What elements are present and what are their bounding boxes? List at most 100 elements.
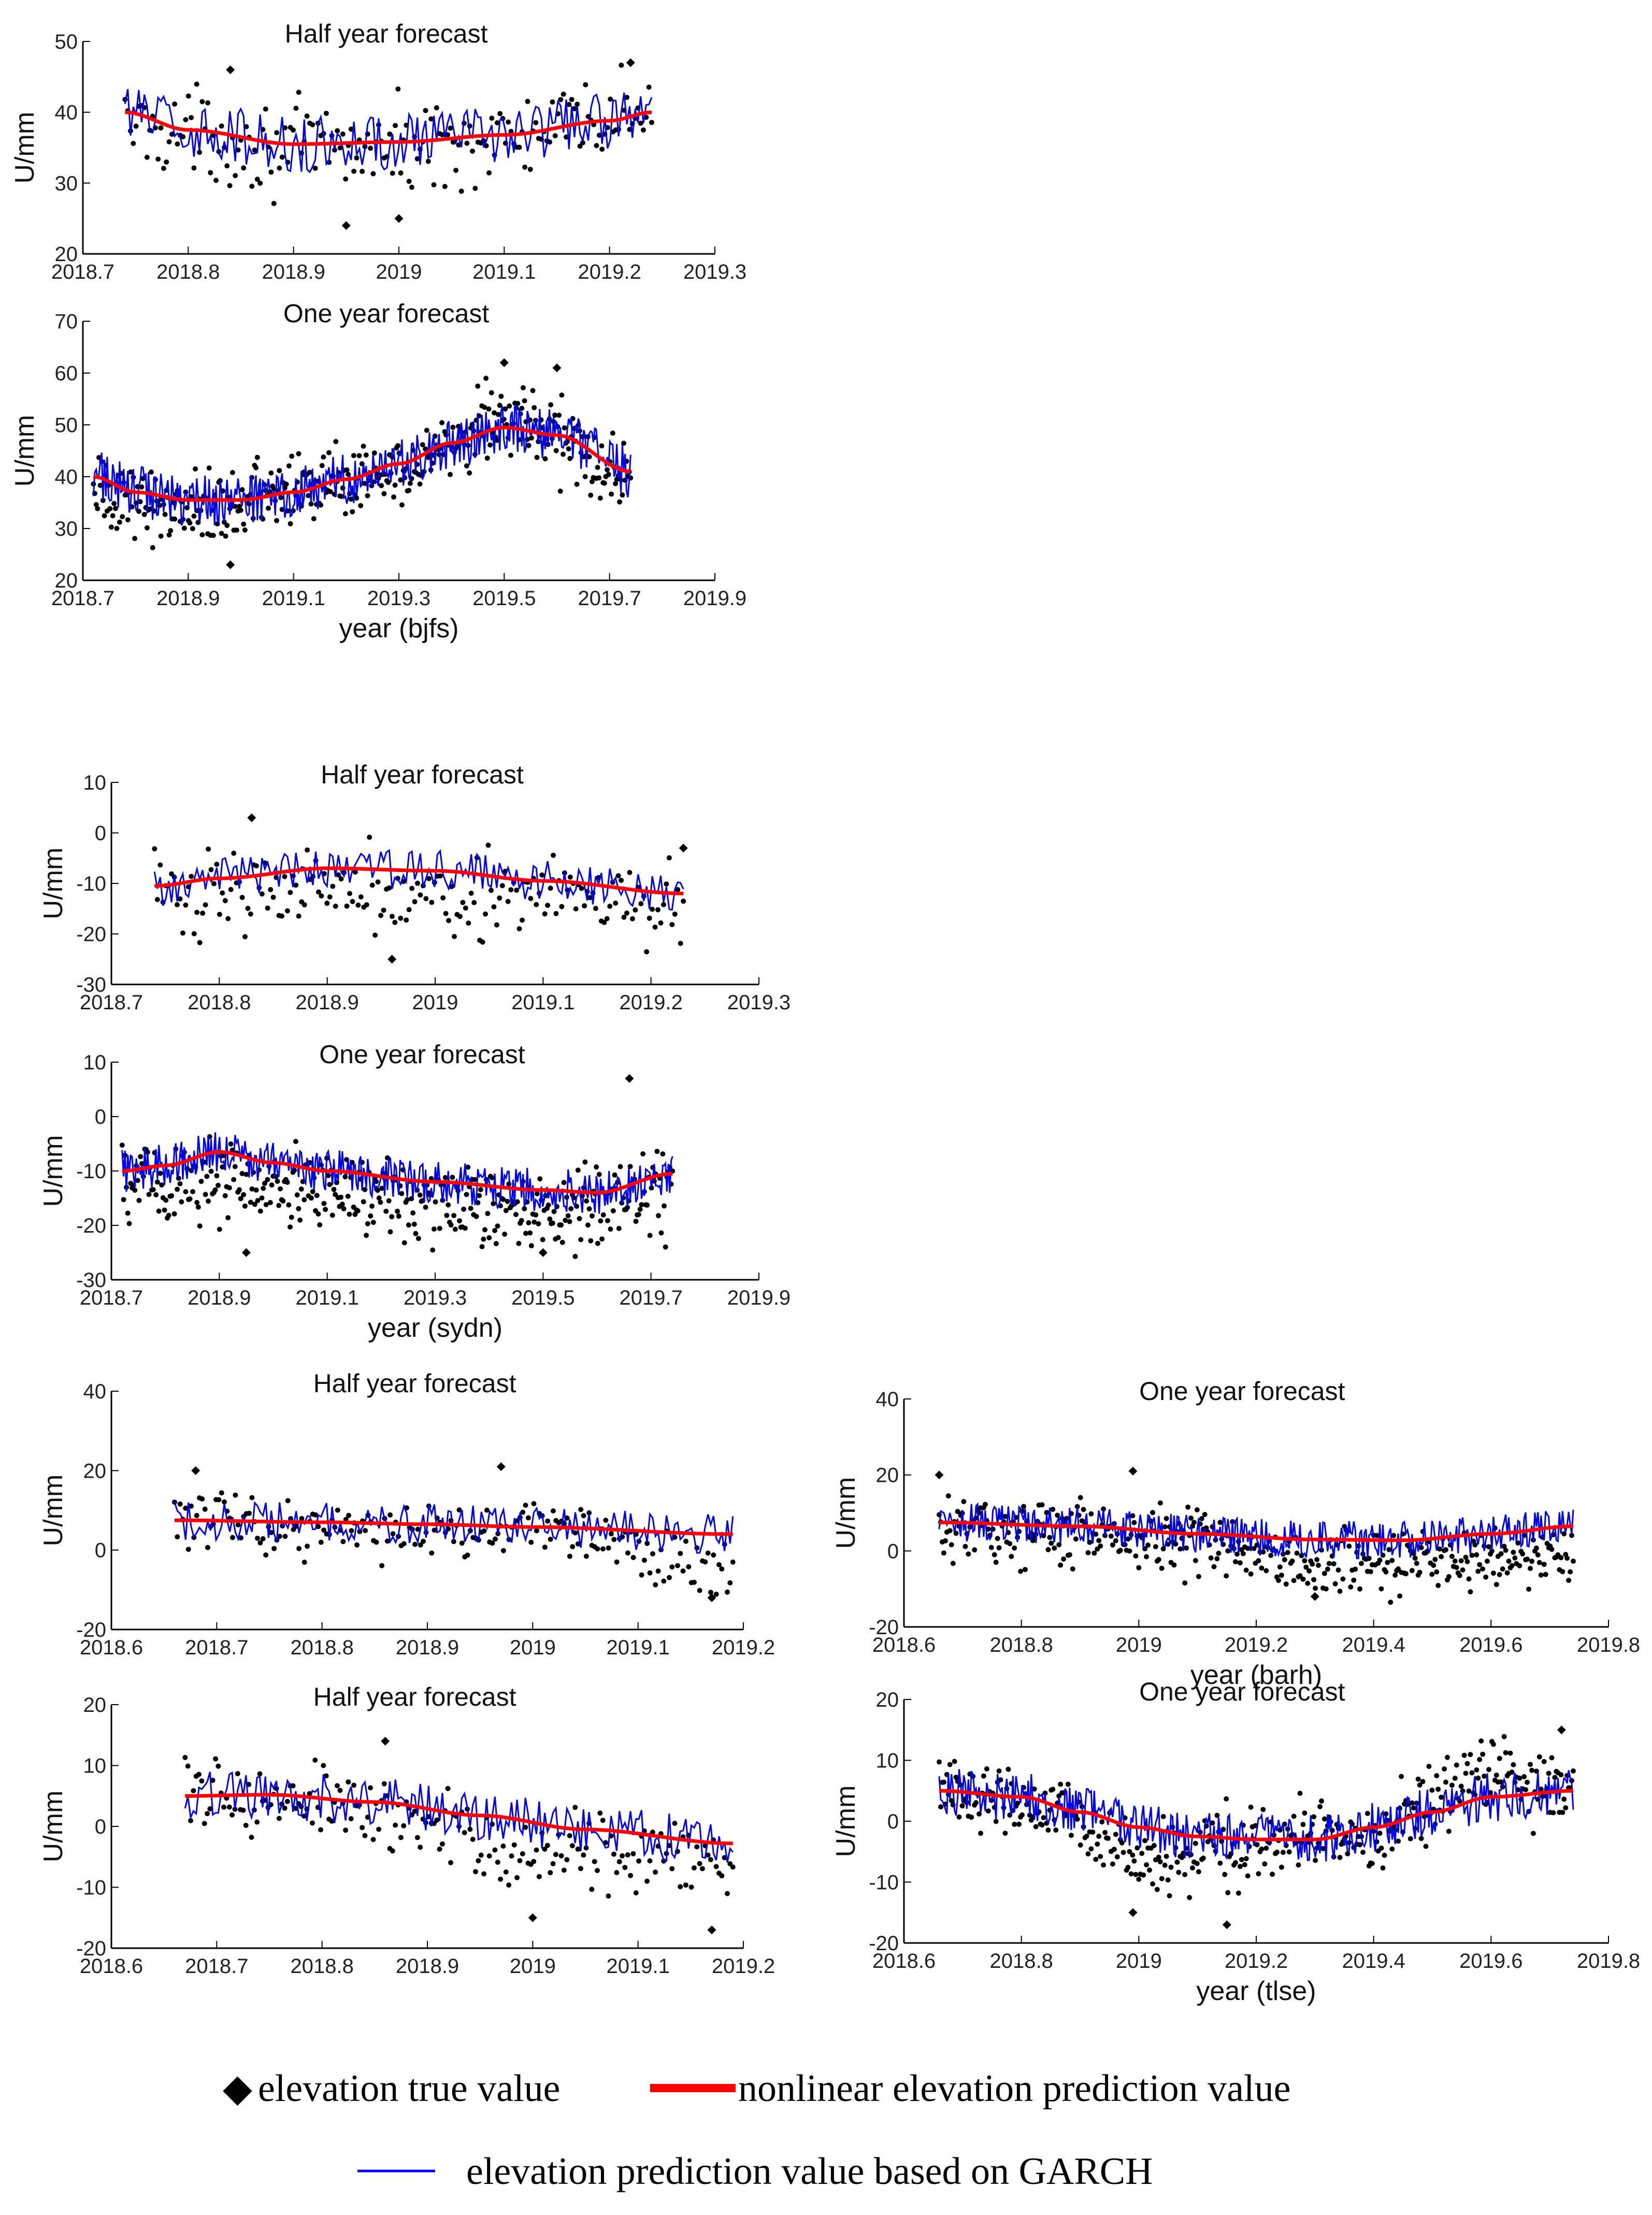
true-value-point: [559, 392, 565, 398]
true-value-point: [183, 902, 189, 908]
true-value-point: [565, 1213, 571, 1219]
y-axis-label: U/mm: [831, 1785, 861, 1857]
true-value-point: [191, 1788, 196, 1794]
true-value-point: [1449, 1553, 1455, 1559]
true-value-point: [1294, 1550, 1300, 1556]
true-value-point: [588, 1238, 594, 1244]
true-value-point: [619, 62, 624, 68]
true-value-point: [679, 844, 688, 853]
true-value-point: [489, 390, 494, 395]
true-value-point: [456, 423, 461, 429]
true-value-point: [577, 1216, 582, 1221]
true-value-point: [1480, 1751, 1486, 1757]
true-value-point: [598, 1218, 604, 1224]
true-value-point: [552, 412, 558, 418]
true-value-point: [727, 1580, 733, 1585]
y-tick-label: -30: [76, 974, 106, 996]
true-value-point: [274, 130, 280, 135]
true-value-point: [647, 1570, 653, 1576]
true-value-point: [1039, 1822, 1045, 1828]
true-value-point: [531, 405, 537, 410]
true-value-point: [205, 1811, 210, 1817]
true-value-point: [166, 139, 172, 145]
true-value-point: [978, 1831, 983, 1836]
true-value-point: [208, 170, 213, 176]
true-value-point: [1248, 1804, 1254, 1810]
true-value-point: [379, 483, 384, 489]
true-value-point: [1418, 1836, 1424, 1841]
true-value-point: [1536, 1754, 1542, 1760]
chart-sydn-one: 2018.7 2018.9 2019.1 2019.3 2019.5 2019.7 2019…: [38, 1040, 791, 1343]
true-value-point: [500, 1196, 506, 1202]
true-value-point: [1167, 1893, 1172, 1898]
true-value-point: [307, 469, 312, 475]
true-value-point: [368, 1785, 374, 1791]
true-value-point: [150, 1187, 156, 1193]
true-value-point: [199, 1778, 205, 1784]
true-value-point: [1543, 1571, 1548, 1577]
true-value-point: [496, 1462, 506, 1471]
true-value-point: [363, 452, 369, 458]
true-value-point: [257, 180, 263, 186]
true-value-point: [1096, 1834, 1102, 1839]
true-value-point: [216, 1763, 221, 1769]
true-value-point: [516, 145, 522, 150]
true-value-point: [266, 505, 271, 511]
true-value-point: [1131, 1520, 1137, 1525]
true-value-point: [384, 1538, 390, 1544]
true-value-point: [705, 1852, 711, 1858]
x-tick-label: 2019.2: [578, 261, 641, 283]
x-tick-label: 2019.1: [472, 261, 536, 283]
true-value-point: [653, 1869, 658, 1875]
true-value-point: [207, 1806, 213, 1811]
y-tick-label: 30: [55, 518, 78, 540]
chart-title: Half year forecast: [285, 19, 488, 48]
true-value-point: [293, 882, 299, 888]
true-value-point: [1187, 1895, 1193, 1900]
legend-true-label: elevation true value: [258, 2067, 561, 2110]
true-value-point: [664, 881, 669, 887]
true-value-point: [375, 879, 381, 885]
true-value-point: [333, 904, 338, 909]
true-value-point: [231, 850, 237, 856]
true-value-point: [547, 1216, 553, 1222]
true-value-point: [1463, 1770, 1469, 1776]
true-value-point: [582, 1159, 588, 1165]
true-value-point: [271, 201, 277, 206]
true-value-point: [212, 1187, 218, 1193]
true-value-point: [608, 1226, 613, 1232]
x-tick-label: 2019.9: [727, 1287, 791, 1309]
y-axis-label: U/mm: [38, 1791, 68, 1863]
true-value-point: [650, 1830, 655, 1835]
true-value-point: [297, 1217, 303, 1223]
true-value-point: [719, 1873, 725, 1879]
true-value-point: [180, 930, 185, 936]
true-value-point: [226, 1804, 232, 1810]
true-value-point: [305, 1544, 310, 1549]
true-value-point: [691, 1865, 697, 1871]
true-value-point: [442, 183, 448, 189]
true-value-point: [1466, 1576, 1472, 1582]
y-tick-label: 30: [55, 172, 78, 195]
true-value-point: [617, 1164, 623, 1169]
chart-title: Half year forecast: [313, 1369, 516, 1398]
true-value-point: [981, 1773, 986, 1779]
true-value-point: [412, 899, 418, 905]
true-value-point: [211, 881, 217, 887]
true-value-point: [1217, 1861, 1223, 1866]
y-tick-label: -10: [76, 1160, 106, 1183]
true-value-point: [194, 1513, 199, 1518]
true-value-point: [1332, 1581, 1338, 1587]
true-value-point: [188, 1818, 193, 1823]
true-value-point: [630, 1555, 636, 1560]
true-value-point: [139, 1161, 145, 1166]
true-value-point: [1449, 1782, 1455, 1788]
true-value-point: [1382, 1852, 1387, 1858]
true-value-point: [284, 1798, 290, 1804]
true-value-point: [1493, 1773, 1499, 1778]
true-value-point: [135, 1178, 140, 1183]
true-value-point: [1345, 1851, 1351, 1856]
true-value-point: [1274, 1849, 1280, 1855]
true-value-point: [984, 1766, 989, 1771]
true-value-point: [681, 898, 686, 904]
